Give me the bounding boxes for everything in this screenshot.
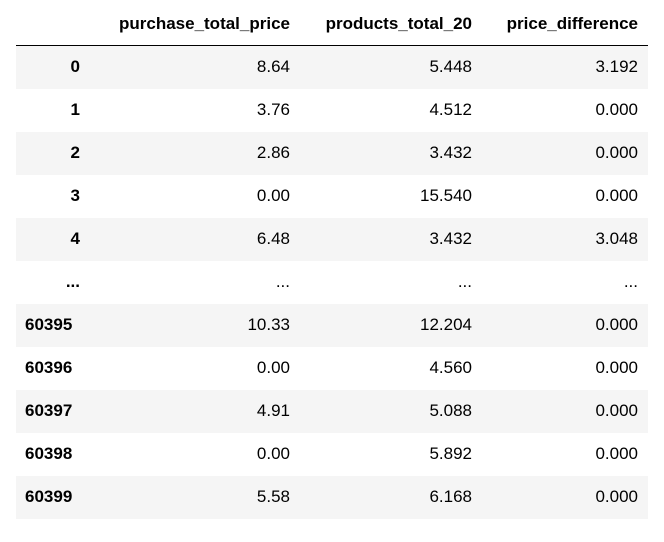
cell-price-difference: 0.000	[595, 186, 638, 205]
row-index: 2	[70, 143, 80, 162]
cell-purchase-total-price: 8.64	[256, 57, 290, 77]
column-header-price-difference: price_difference	[482, 3, 648, 46]
truncation-row: ... ... ... ...	[16, 260, 648, 304]
table-body: 0 8.64 5.448 3.192 1 3.76 4.512 0.000 2 …	[16, 45, 648, 519]
cell-ellipsis: ...	[623, 272, 638, 291]
cell-products-total-20: 4.512	[429, 100, 472, 119]
cell-purchase-total-price: 0.00	[256, 358, 290, 377]
row-index: 4	[70, 229, 80, 248]
table-row: 3 0.00 15.540 0.000	[16, 174, 648, 218]
cell-price-difference: 0.000	[595, 100, 638, 119]
cell-purchase-total-price: 4.91	[256, 401, 290, 420]
cell-price-difference: 0.000	[595, 444, 638, 463]
row-index: 60397	[25, 401, 73, 420]
cell-price-difference: 0.000	[595, 143, 638, 162]
cell-purchase-total-price: 0.00	[256, 186, 290, 205]
cell-purchase-total-price: 10.33	[247, 315, 290, 334]
table-row: 60396 0.00 4.560 0.000	[16, 346, 648, 390]
table-row: 60395 10.33 12.204 0.000	[16, 303, 648, 347]
row-index: 1	[70, 100, 80, 119]
table-row: 60399 5.58 6.168 0.000	[16, 475, 648, 519]
row-index: 60399	[25, 487, 73, 506]
row-index-ellipsis: ...	[65, 272, 80, 291]
row-index: 60396	[25, 358, 73, 377]
table-row: 1 3.76 4.512 0.000	[16, 88, 648, 132]
table-row: 2 2.86 3.432 0.000	[16, 131, 648, 175]
dataframe-output: purchase_total_price products_total_20 p…	[16, 3, 648, 519]
row-index: 0	[70, 57, 80, 77]
table-header: purchase_total_price products_total_20 p…	[16, 3, 648, 46]
cell-products-total-20: 5.892	[429, 444, 472, 463]
table-row: 60397 4.91 5.088 0.000	[16, 389, 648, 433]
header-row: purchase_total_price products_total_20 p…	[16, 3, 648, 46]
cell-price-difference: 0.000	[595, 401, 638, 420]
cell-ellipsis: ...	[275, 272, 290, 291]
column-header-purchase-total-price: purchase_total_price	[90, 3, 300, 46]
cell-products-total-20: 4.560	[429, 358, 472, 377]
row-index: 60395	[25, 315, 73, 334]
index-column-header	[16, 3, 90, 46]
cell-products-total-20: 3.432	[429, 229, 472, 248]
cell-purchase-total-price: 5.58	[256, 487, 290, 506]
cell-price-difference: 0.000	[595, 487, 638, 506]
cell-products-total-20: 5.448	[429, 57, 472, 77]
cell-purchase-total-price: 0.00	[256, 444, 290, 463]
table-row: 0 8.64 5.448 3.192	[16, 45, 648, 89]
cell-purchase-total-price: 6.48	[256, 229, 290, 248]
cell-purchase-total-price: 3.76	[256, 100, 290, 119]
cell-products-total-20: 5.088	[429, 401, 472, 420]
cell-price-difference: 0.000	[595, 315, 638, 334]
cell-products-total-20: 12.204	[420, 315, 472, 334]
table-row: 4 6.48 3.432 3.048	[16, 217, 648, 261]
dataframe-table: purchase_total_price products_total_20 p…	[16, 3, 648, 519]
cell-ellipsis: ...	[457, 272, 472, 291]
cell-price-difference: 3.192	[595, 57, 638, 77]
cell-products-total-20: 3.432	[429, 143, 472, 162]
cell-products-total-20: 6.168	[429, 487, 472, 506]
cell-products-total-20: 15.540	[420, 186, 472, 205]
table-row: 60398 0.00 5.892 0.000	[16, 432, 648, 476]
row-index: 60398	[25, 444, 73, 463]
cell-price-difference: 0.000	[595, 358, 638, 377]
cell-purchase-total-price: 2.86	[256, 143, 290, 162]
column-header-products-total-20: products_total_20	[300, 3, 482, 46]
cell-price-difference: 3.048	[595, 229, 638, 248]
row-index: 3	[70, 186, 80, 205]
